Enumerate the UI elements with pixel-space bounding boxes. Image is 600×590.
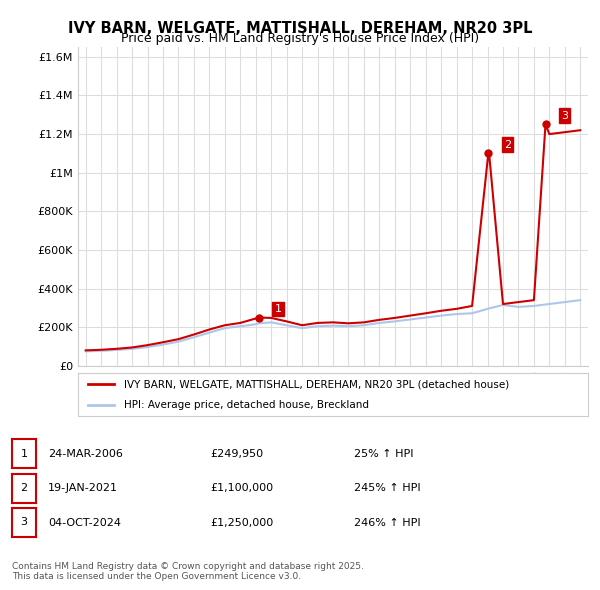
Text: 04-OCT-2024: 04-OCT-2024	[48, 517, 121, 527]
Text: IVY BARN, WELGATE, MATTISHALL, DEREHAM, NR20 3PL (detached house): IVY BARN, WELGATE, MATTISHALL, DEREHAM, …	[124, 379, 509, 389]
Text: 2: 2	[504, 140, 511, 150]
Text: 24-MAR-2006: 24-MAR-2006	[48, 449, 123, 459]
Text: £1,250,000: £1,250,000	[210, 517, 273, 527]
Text: 1: 1	[20, 449, 28, 459]
Text: Contains HM Land Registry data © Crown copyright and database right 2025.
This d: Contains HM Land Registry data © Crown c…	[12, 562, 364, 581]
Text: IVY BARN, WELGATE, MATTISHALL, DEREHAM, NR20 3PL: IVY BARN, WELGATE, MATTISHALL, DEREHAM, …	[68, 21, 532, 35]
Text: 19-JAN-2021: 19-JAN-2021	[48, 483, 118, 493]
Text: HPI: Average price, detached house, Breckland: HPI: Average price, detached house, Brec…	[124, 401, 369, 410]
Text: Price paid vs. HM Land Registry's House Price Index (HPI): Price paid vs. HM Land Registry's House …	[121, 32, 479, 45]
Text: 3: 3	[20, 517, 28, 527]
Text: 3: 3	[561, 111, 568, 120]
Text: £249,950: £249,950	[210, 449, 263, 459]
Text: £1,100,000: £1,100,000	[210, 483, 273, 493]
Text: 1: 1	[275, 304, 281, 314]
Text: 246% ↑ HPI: 246% ↑ HPI	[354, 517, 421, 527]
Text: 245% ↑ HPI: 245% ↑ HPI	[354, 483, 421, 493]
Text: 2: 2	[20, 483, 28, 493]
Text: 25% ↑ HPI: 25% ↑ HPI	[354, 449, 413, 459]
